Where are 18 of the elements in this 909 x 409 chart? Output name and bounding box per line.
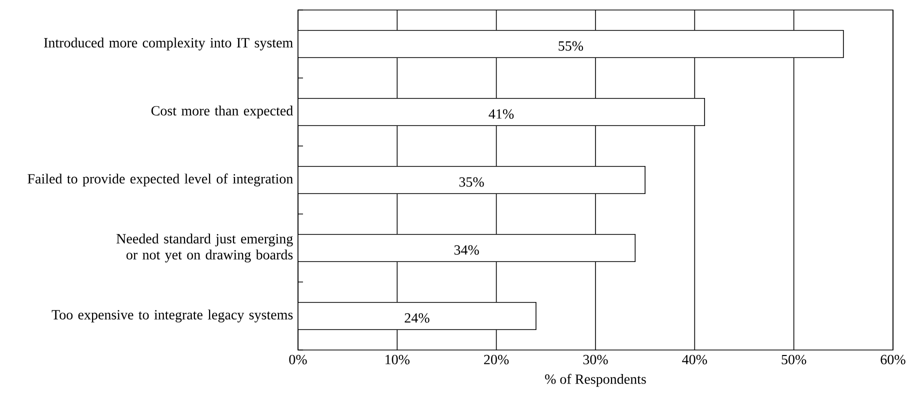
y-tick-label: Introduced more complexity into IT system	[44, 38, 293, 50]
x-tick-label: 40%	[682, 354, 708, 364]
y-tick-label: Too expensive to integrate legacy systems	[52, 310, 293, 322]
data-label: 24%	[404, 313, 430, 323]
x-tick-label: 30%	[583, 354, 608, 364]
x-tick-label: 10%	[386, 354, 410, 364]
data-label: 41%	[488, 109, 514, 119]
y-tick-label: Needed standard just emerging or not yet on drawing boards	[116, 234, 293, 262]
x-tick-label: 60%	[880, 354, 906, 364]
x-tick-label: 0%	[289, 354, 307, 364]
data-label: 35%	[459, 177, 484, 187]
y-tick-label: Failed to provide expected level of integration	[28, 174, 293, 186]
data-label: 55%	[558, 41, 584, 51]
x-axis-title: % of Respondents	[545, 374, 646, 387]
x-tick-label: 50%	[782, 354, 806, 364]
x-tick-label: 20%	[484, 354, 509, 364]
y-tick-label: Cost more than expected	[151, 106, 293, 118]
data-label: 34%	[454, 245, 479, 255]
